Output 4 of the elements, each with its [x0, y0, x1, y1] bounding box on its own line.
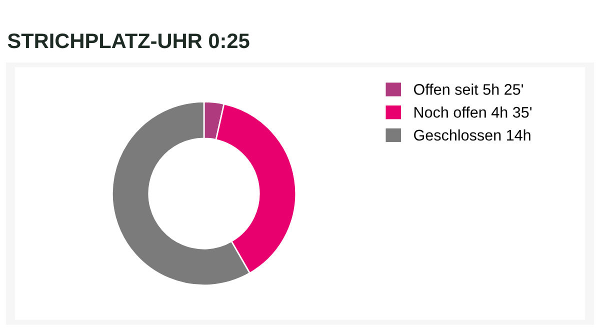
legend-label: Offen seit 5h 25': [414, 84, 523, 95]
legend-label: Noch offen 4h 35': [414, 106, 532, 118]
chart-title: STRICHPLATZ-UHR 0:25: [8, 33, 250, 48]
legend-label: Geschlossen 14h: [414, 129, 530, 141]
